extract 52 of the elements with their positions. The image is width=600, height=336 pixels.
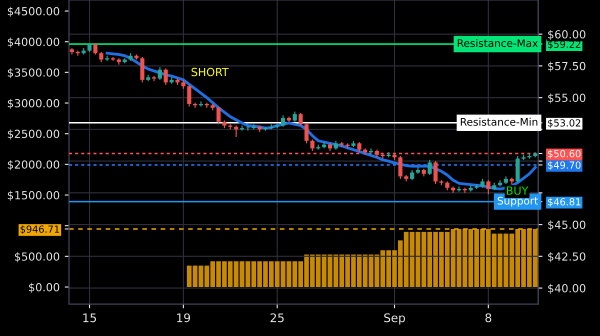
y2-tick-label: $49.70 — [548, 161, 581, 170]
candlestick — [310, 138, 314, 152]
ref-line-label: Resistance-Min — [460, 118, 538, 126]
y-tick-label: $2000.00 — [8, 160, 60, 170]
candlestick — [357, 142, 362, 153]
annotation: BUY — [506, 186, 528, 195]
x-tick-label: 15 — [83, 313, 96, 322]
y-tick-label: $1500.00 — [8, 190, 60, 201]
y2-tick-label: $60.00 — [548, 30, 586, 40]
y-tick-label: $3000.00 — [8, 98, 60, 109]
candlestick — [158, 66, 162, 80]
candlestick — [93, 42, 98, 56]
candlestick — [434, 160, 438, 185]
ref-line-label: Support — [498, 196, 538, 207]
x-tick-label: 25 — [270, 313, 284, 322]
candlestick — [187, 84, 192, 108]
candlestick — [486, 180, 490, 195]
candlestick — [164, 68, 168, 86]
candlestick — [292, 111, 297, 122]
candlestick — [140, 56, 144, 83]
annotation: SHORT — [192, 68, 229, 76]
y-tick-label: $2500.00 — [8, 129, 60, 140]
candlestick — [298, 112, 303, 126]
x-tick-label: Sep — [384, 313, 405, 325]
y2-tick-label: $53.02 — [548, 119, 580, 128]
candlestick — [281, 114, 286, 128]
y2-tick-label: $57.50 — [548, 62, 586, 72]
candlestick — [99, 51, 104, 63]
y-tick-label: $500.00 — [14, 252, 60, 262]
candlestick — [316, 144, 320, 150]
candlestick — [410, 169, 414, 181]
candlestick — [234, 125, 238, 138]
y2-tick-label: $46.81 — [548, 198, 580, 207]
y-tick-label: $3500.00 — [8, 68, 60, 78]
y2-tick-label: $50.60 — [548, 150, 581, 159]
y-tick-label: $0.00 — [29, 282, 60, 293]
y2-tick-label: $42.50 — [548, 252, 586, 262]
candlestick — [516, 155, 520, 184]
y-tick-label: $946.71 — [20, 225, 60, 234]
x-tick-label: 8 — [485, 313, 492, 322]
y-tick-label: $4500.00 — [8, 6, 60, 17]
candlestick — [428, 159, 432, 176]
ref-line-label: Resistance-Max — [458, 39, 538, 48]
y2-tick-label: $45.00 — [548, 220, 586, 230]
y2-tick-label: $40.00 — [548, 284, 586, 294]
x-tick-label: 19 — [177, 313, 190, 322]
candlestick — [216, 106, 221, 125]
y-tick-label: $4000.00 — [8, 37, 60, 48]
candlestick — [398, 155, 402, 180]
candlestick — [304, 122, 309, 144]
y2-tick-label: $55.00 — [548, 93, 586, 104]
candlestick — [228, 124, 232, 130]
